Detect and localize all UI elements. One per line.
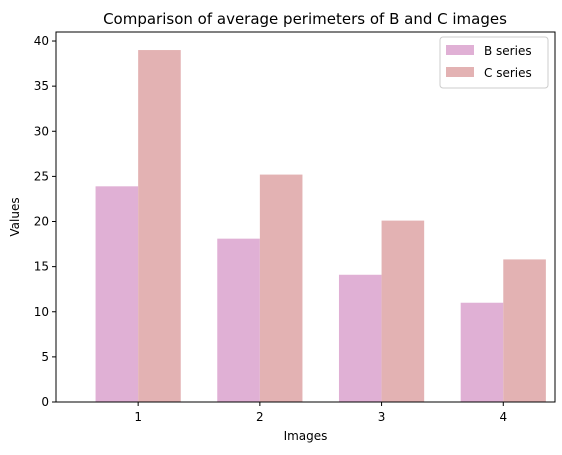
y-tick-label: 15: [34, 260, 49, 274]
legend: B series C series: [439, 36, 549, 89]
y-tick-label: 0: [41, 395, 49, 409]
y-tick-label: 20: [34, 215, 49, 229]
x-axis-label: Images: [284, 429, 328, 443]
bar-c-series-1: [138, 50, 181, 403]
bar-b-series-1: [95, 186, 139, 402]
chart-title: Comparison of average perimeters of B an…: [103, 10, 507, 28]
legend-label-b-series: B series: [484, 44, 532, 58]
x-tick-label: 2: [256, 410, 264, 424]
y-tick-label: 10: [34, 305, 49, 319]
bar-c-series-2: [259, 174, 303, 402]
x-tick-label: 1: [134, 410, 142, 424]
x-tick-label: 3: [378, 410, 386, 424]
bar-c-series-4: [503, 259, 546, 402]
bar-b-series-4: [460, 302, 504, 402]
y-axis-ticks: 0 5 10 15 20 25 30 35 40: [34, 34, 56, 409]
bar-b-series-2: [217, 238, 260, 402]
bars-group: [95, 50, 546, 403]
y-tick-label: 25: [34, 169, 49, 183]
y-tick-label: 40: [34, 34, 49, 48]
bar-b-series-3: [338, 274, 382, 402]
y-tick-label: 30: [34, 124, 49, 138]
legend-swatch-c-series: [446, 67, 474, 77]
y-tick-label: 35: [34, 79, 49, 93]
legend-swatch-b-series: [446, 45, 474, 55]
y-tick-label: 5: [41, 350, 49, 364]
bar-c-series-3: [381, 220, 425, 402]
legend-label-c-series: C series: [484, 66, 532, 80]
plot-frame: [55, 31, 556, 403]
x-axis-ticks: 1 2 3 4: [134, 402, 507, 424]
x-tick-label: 4: [499, 410, 507, 424]
y-axis-label: Values: [8, 197, 22, 236]
